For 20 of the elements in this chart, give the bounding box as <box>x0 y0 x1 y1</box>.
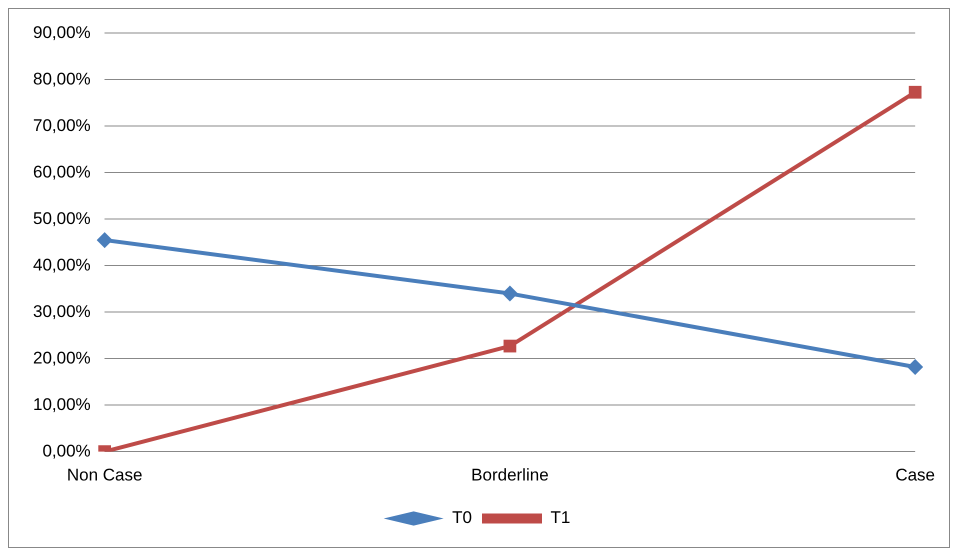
y-tick-label: 40,00% <box>32 255 91 274</box>
y-tick-label: 80,00% <box>32 69 91 88</box>
legend-label: T1 <box>550 508 570 528</box>
y-tick-label: 20,00% <box>32 348 91 368</box>
y-tick-label: 90,00% <box>32 22 91 42</box>
point <box>908 86 922 99</box>
point <box>907 358 924 375</box>
legend-label: T0 <box>452 508 472 528</box>
point <box>96 232 113 248</box>
point <box>504 340 516 352</box>
x-tick-label: Case <box>895 465 935 484</box>
x-tick-label: Non Case <box>66 465 142 484</box>
point <box>502 286 518 302</box>
y-tick-label: 60,00% <box>32 162 91 182</box>
y-tick-label: 50,00% <box>32 208 91 228</box>
y-tick-label: 0,00% <box>42 441 91 460</box>
y-tick-label: 10,00% <box>32 394 91 414</box>
y-tick-label: 70,00% <box>32 116 91 135</box>
y-tick-label: 30,00% <box>32 302 91 321</box>
x-tick-label: Borderline <box>471 465 549 484</box>
